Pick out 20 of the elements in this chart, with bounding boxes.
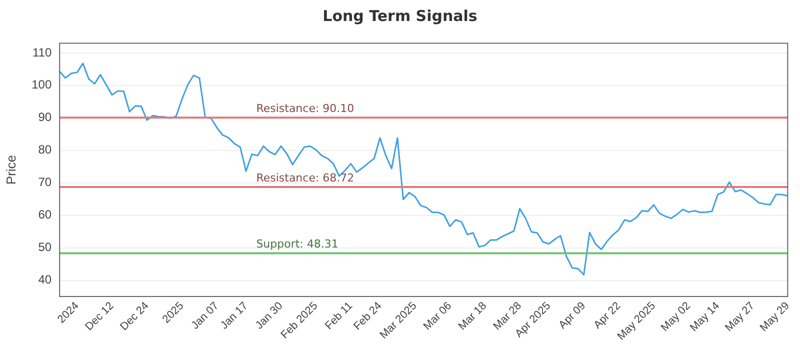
y-tick-label: 50 xyxy=(38,240,52,254)
x-tick-label: Mar 06 xyxy=(421,300,454,333)
x-tick-label: May 29 xyxy=(758,300,792,334)
y-tick-label: 70 xyxy=(38,175,52,190)
ref-line-label: Support: 48.31 xyxy=(256,238,338,251)
x-tick-label: May 27 xyxy=(722,300,757,334)
x-tick-label: Dec 12 xyxy=(83,300,116,334)
y-tick-label: 80 xyxy=(38,142,52,157)
ref-line-label: Resistance: 90.10 xyxy=(256,102,354,115)
x-tick-label: Apr 09 xyxy=(556,300,588,332)
y-tick-label: 110 xyxy=(32,45,52,60)
y-tick-label: 40 xyxy=(38,272,52,287)
y-tick-label: 60 xyxy=(38,208,52,222)
x-tick-label: Dec 24 xyxy=(118,300,152,334)
x-tick-label: Mar 18 xyxy=(456,300,490,333)
chart-title: Long Term Signals xyxy=(322,6,478,27)
y-tick-label: 100 xyxy=(32,78,52,92)
ref-line-label: Resistance: 68.72 xyxy=(256,171,354,184)
y-axis-title: Price xyxy=(3,155,18,185)
y-tick-label: 90 xyxy=(38,110,52,124)
